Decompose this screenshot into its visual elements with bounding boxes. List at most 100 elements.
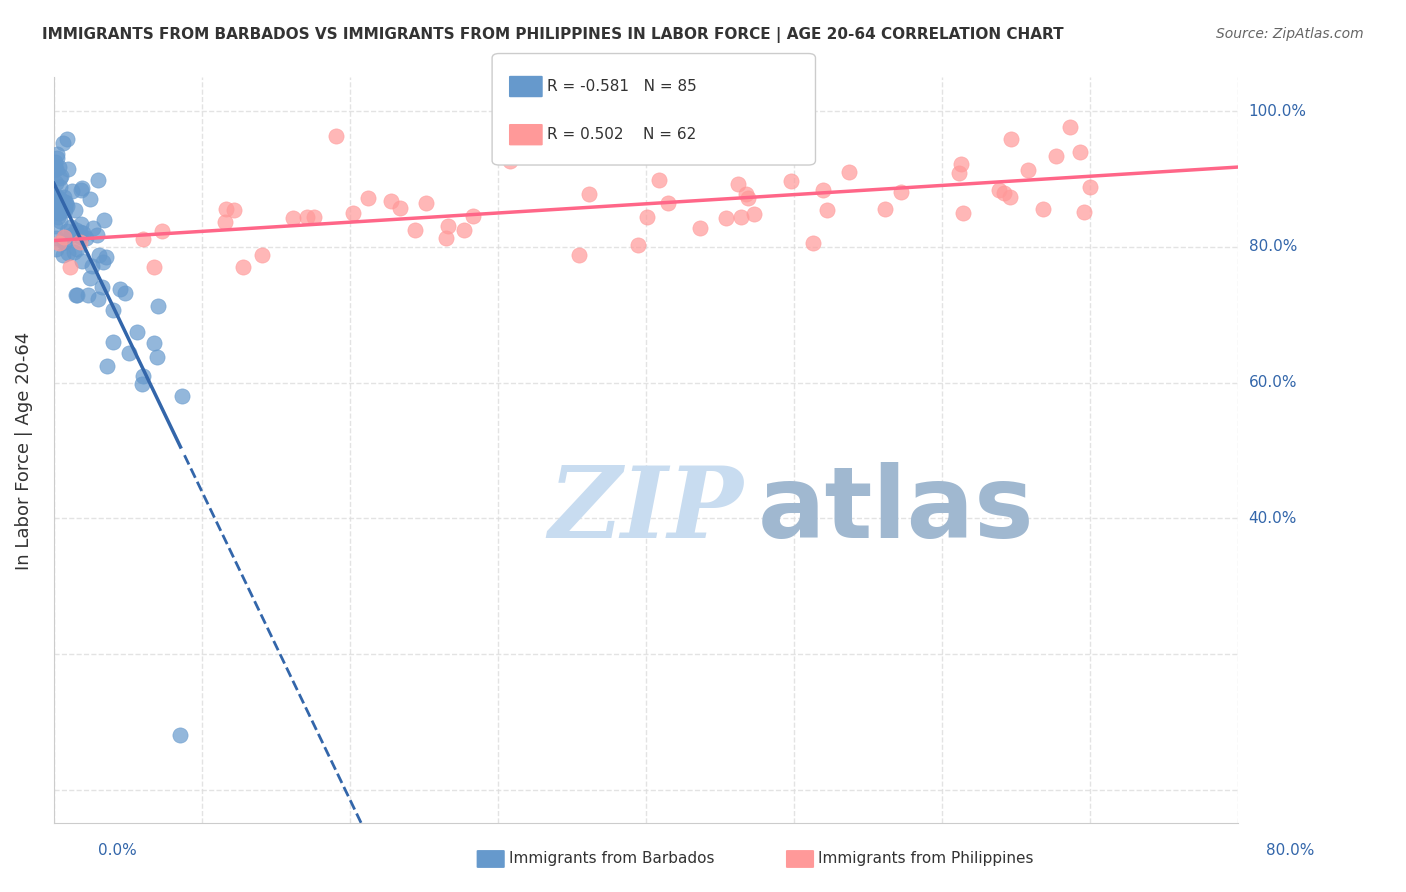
Point bbox=[79, 270, 101, 285]
Point bbox=[1080, 180, 1102, 194]
Point bbox=[52, 136, 75, 150]
Point bbox=[93, 213, 115, 227]
Point bbox=[45, 177, 67, 191]
Point bbox=[46, 211, 69, 225]
Point bbox=[735, 187, 758, 202]
Point bbox=[58, 161, 80, 176]
Point bbox=[132, 369, 155, 384]
Point bbox=[142, 335, 165, 350]
Point bbox=[86, 228, 108, 243]
Point bbox=[1017, 163, 1039, 178]
Point bbox=[801, 235, 824, 250]
Point bbox=[730, 210, 752, 224]
Point bbox=[993, 186, 1015, 200]
Point bbox=[49, 192, 72, 206]
Point bbox=[295, 211, 318, 225]
Point bbox=[727, 177, 749, 191]
Point bbox=[114, 285, 136, 300]
Point bbox=[380, 194, 402, 208]
Point bbox=[142, 260, 165, 275]
Point bbox=[45, 198, 67, 212]
Point bbox=[87, 173, 110, 187]
Point bbox=[453, 223, 475, 237]
Point bbox=[389, 201, 412, 215]
Point bbox=[70, 254, 93, 268]
Point bbox=[75, 231, 97, 245]
Point bbox=[49, 170, 72, 185]
Point bbox=[744, 207, 766, 221]
Point bbox=[648, 172, 671, 186]
Point bbox=[60, 184, 83, 198]
Point bbox=[214, 215, 236, 229]
Point bbox=[356, 192, 378, 206]
Point bbox=[949, 157, 972, 171]
Point bbox=[48, 160, 70, 174]
Point bbox=[987, 183, 1010, 197]
Point bbox=[46, 147, 69, 161]
Point bbox=[55, 196, 77, 211]
Point bbox=[49, 205, 72, 219]
Point bbox=[627, 238, 650, 252]
Point bbox=[813, 183, 835, 197]
Point bbox=[146, 350, 169, 364]
Point bbox=[72, 226, 94, 240]
Point bbox=[45, 152, 67, 166]
Point bbox=[56, 132, 79, 146]
Point bbox=[52, 230, 75, 244]
Point bbox=[44, 161, 66, 176]
Point bbox=[45, 162, 67, 177]
Y-axis label: In Labor Force | Age 20-64: In Labor Force | Age 20-64 bbox=[15, 331, 32, 570]
Point bbox=[49, 180, 72, 194]
Point bbox=[53, 229, 76, 244]
Point bbox=[415, 196, 437, 211]
Point bbox=[250, 248, 273, 262]
Text: 60.0%: 60.0% bbox=[1249, 376, 1298, 390]
Point bbox=[79, 192, 101, 206]
Point bbox=[70, 183, 93, 197]
Point bbox=[1000, 132, 1022, 146]
Point bbox=[780, 174, 803, 188]
Point bbox=[689, 221, 711, 235]
Point bbox=[150, 224, 173, 238]
Point bbox=[998, 190, 1021, 204]
Point bbox=[169, 728, 191, 742]
Point bbox=[44, 194, 66, 208]
Point bbox=[1069, 145, 1091, 159]
Point bbox=[49, 196, 72, 211]
Point bbox=[499, 153, 522, 168]
Point bbox=[49, 169, 72, 184]
Point bbox=[53, 194, 76, 209]
Point bbox=[52, 235, 75, 249]
Point bbox=[94, 250, 117, 264]
Point bbox=[90, 279, 112, 293]
Point bbox=[125, 326, 148, 340]
Point bbox=[48, 196, 70, 211]
Point bbox=[1073, 205, 1095, 219]
Point bbox=[46, 203, 69, 218]
Point bbox=[437, 219, 460, 233]
Point bbox=[215, 202, 238, 217]
Point bbox=[49, 214, 72, 228]
Point bbox=[749, 140, 772, 154]
Point bbox=[325, 129, 347, 144]
Point bbox=[44, 219, 66, 234]
Point bbox=[63, 245, 86, 260]
Point bbox=[657, 196, 679, 211]
Text: 80.0%: 80.0% bbox=[1267, 843, 1315, 858]
Point bbox=[224, 202, 246, 217]
Point bbox=[91, 255, 114, 269]
Point bbox=[82, 220, 104, 235]
Point bbox=[146, 299, 169, 313]
Text: 100.0%: 100.0% bbox=[1249, 103, 1306, 119]
Point bbox=[59, 260, 82, 274]
Point bbox=[66, 288, 89, 302]
Point bbox=[52, 248, 75, 262]
Point bbox=[56, 224, 79, 238]
Point bbox=[103, 303, 125, 318]
Text: 0.0%: 0.0% bbox=[98, 843, 138, 858]
Point bbox=[231, 260, 253, 274]
Point bbox=[567, 248, 589, 262]
Point bbox=[69, 225, 91, 239]
Point bbox=[53, 200, 76, 214]
Text: Immigrants from Barbados: Immigrants from Barbados bbox=[509, 852, 714, 866]
